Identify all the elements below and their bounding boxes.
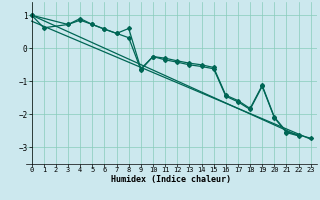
X-axis label: Humidex (Indice chaleur): Humidex (Indice chaleur) bbox=[111, 175, 231, 184]
